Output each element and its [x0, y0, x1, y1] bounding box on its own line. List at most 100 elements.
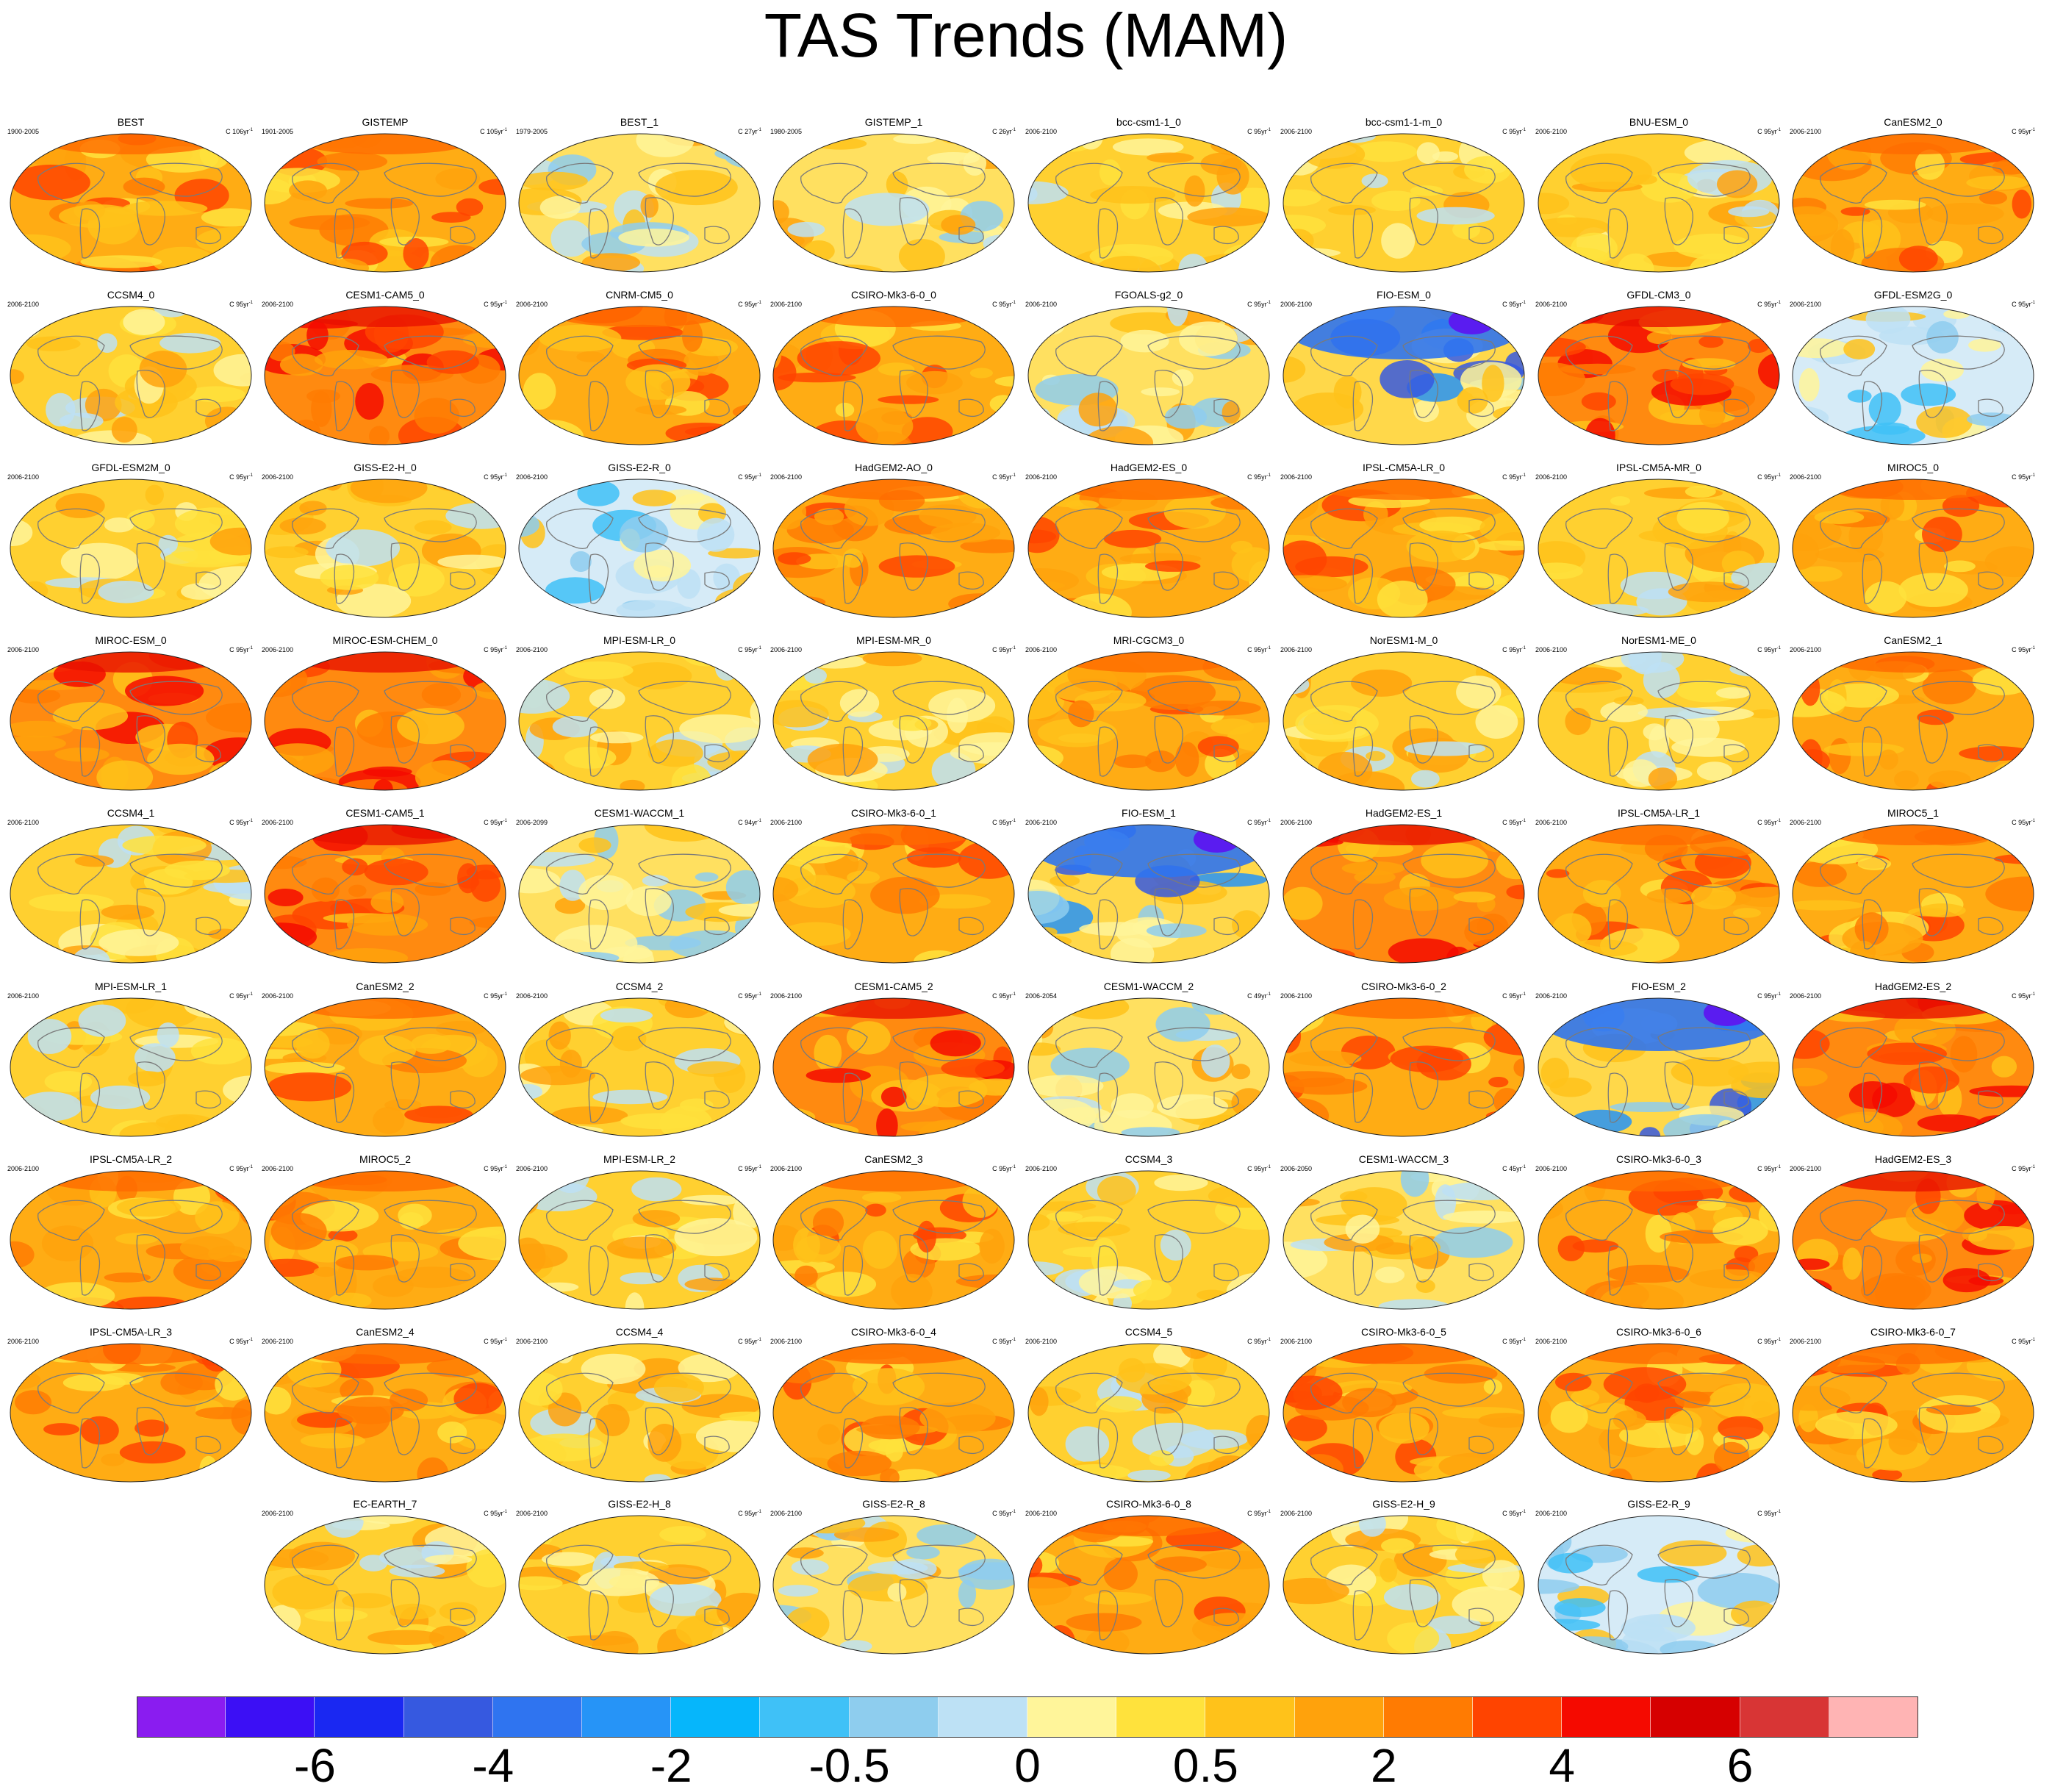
trend-contour-patch [1505, 1289, 1524, 1309]
trend-contour-patch [878, 395, 939, 404]
continent-outline [800, 162, 868, 204]
trend-contour-patch [1865, 581, 1907, 614]
continent-outline [638, 681, 731, 715]
panel-units: C 49yr-1 [1247, 992, 1271, 1000]
trend-contour-patch [519, 652, 553, 670]
panel-units: C 95yr-1 [484, 1338, 507, 1345]
map-panel: CESM1-CAM5_2 2006-2100 C 95yr-1 [769, 981, 1019, 1146]
continent-outline [1912, 1372, 2005, 1407]
continent-outline [1352, 208, 1374, 259]
trend-contour-patch [773, 998, 816, 1011]
continent-outline [1352, 381, 1374, 431]
map-border [1282, 1515, 1525, 1655]
trend-contour-patch [807, 743, 878, 776]
trend-contour-patch [1146, 923, 1207, 938]
panel-period: 2006-2100 [1280, 128, 1313, 135]
trend-contour-patch [300, 1433, 365, 1449]
continent-outline [1154, 1407, 1183, 1455]
map-border [264, 824, 506, 964]
trend-contour-patch [1421, 842, 1489, 878]
map-panel: CCSM4_0 2006-2100 C 95yr-1 [6, 289, 256, 454]
continent-outline [1468, 1608, 1494, 1627]
global-map [1538, 997, 1780, 1137]
map-border [10, 1343, 252, 1483]
trend-contour-patch [1557, 1235, 1585, 1261]
trend-contour-patch [581, 1353, 646, 1385]
trend-contour-patch [1028, 1213, 1050, 1231]
trend-contour-patch [878, 362, 915, 376]
continent-outline [1402, 681, 1496, 715]
continent-outline [1918, 370, 1948, 418]
panel-units: C 106yr-1 [226, 128, 253, 135]
continent-outline [1409, 370, 1438, 418]
trend-contour-patch [892, 715, 932, 731]
panel-units: C 95yr-1 [229, 473, 253, 481]
map-border [10, 1170, 252, 1310]
panel-period: 2006-2100 [770, 1510, 803, 1517]
trend-contour-patch [1538, 484, 1569, 506]
global-map [1027, 651, 1270, 791]
trend-contour-patch [97, 333, 118, 353]
trend-contour-patch [519, 607, 572, 617]
trend-contour-patch [10, 1241, 35, 1269]
continent-outline [1862, 1418, 1883, 1469]
continent-outline [195, 917, 221, 936]
trend-contour-patch [1748, 709, 1779, 719]
trend-contour-patch [111, 417, 137, 443]
panel-units: C 95yr-1 [1247, 473, 1271, 481]
trend-contour-patch [1610, 1102, 1690, 1112]
trend-contour-patch [589, 688, 625, 709]
trend-contour-patch [679, 714, 760, 744]
trend-contour-patch [1283, 215, 1326, 237]
trend-contour-patch [1354, 141, 1417, 162]
map-panel: MIROC5_2 2006-2100 C 95yr-1 [260, 1153, 510, 1319]
map-panel: MRI-CGCM3_0 2006-2100 C 95yr-1 [1024, 634, 1274, 800]
trend-contour-patch [1981, 1472, 2021, 1482]
trend-contour-patch [435, 1020, 487, 1036]
trend-contour-patch [1068, 700, 1094, 728]
global-map [518, 824, 761, 964]
map-border [1792, 479, 2034, 618]
colorbar-swatch [938, 1696, 1027, 1738]
global-map [10, 306, 252, 445]
map-panel: GISS-E2-R_0 2006-2100 C 95yr-1 [514, 462, 764, 627]
trend-contour-patch [539, 196, 581, 219]
map-panel: HadGEM2-ES_0 2006-2100 C 95yr-1 [1024, 462, 1274, 627]
map-border [1282, 824, 1525, 964]
trend-contour-patch [1283, 307, 1321, 326]
global-map [1792, 997, 2034, 1137]
map-border [10, 824, 252, 964]
trend-contour-patch [887, 1583, 907, 1602]
global-map [1027, 306, 1270, 445]
continent-outline [800, 1544, 868, 1585]
map-panel: MIROC-ESM_0 2006-2100 C 95yr-1 [6, 634, 256, 800]
continent-outline [1352, 1590, 1374, 1641]
map-panel: MPI-ESM-LR_2 2006-2100 C 95yr-1 [514, 1153, 764, 1319]
trend-contour-patch [456, 1465, 506, 1476]
trend-contour-patch [1793, 1108, 1828, 1136]
trend-contour-patch [388, 563, 445, 597]
trend-contour-patch [90, 1085, 151, 1110]
continent-outline [292, 853, 359, 895]
continent-outline [450, 398, 476, 417]
panel-units: C 95yr-1 [1757, 301, 1781, 308]
trend-contour-patch [927, 152, 980, 165]
continent-outline [450, 1090, 476, 1109]
trend-contour-patch [186, 386, 245, 403]
continent-outline [800, 1027, 868, 1068]
trend-contour-patch [347, 913, 428, 936]
panel-period: 2006-2050 [1280, 1165, 1313, 1172]
continent-outline [899, 888, 928, 936]
trend-contour-patch [15, 1390, 52, 1415]
map-panel: CSIRO-Mk3-6-0_1 2006-2100 C 95yr-1 [769, 807, 1019, 972]
continent-outline [129, 853, 223, 888]
panel-title: CSIRO-Mk3-6-0_4 [851, 1326, 936, 1338]
map-panel: GISS-E2-H_9 2006-2100 C 95yr-1 [1279, 1498, 1529, 1663]
continent-outline [1402, 508, 1496, 542]
trend-contour-patch [1840, 207, 1870, 216]
trend-contour-patch [778, 552, 811, 565]
panel-units: C 95yr-1 [992, 301, 1016, 308]
trend-contour-patch [295, 1028, 330, 1059]
continent-outline [1607, 1418, 1629, 1469]
trend-contour-patch [373, 1275, 414, 1297]
